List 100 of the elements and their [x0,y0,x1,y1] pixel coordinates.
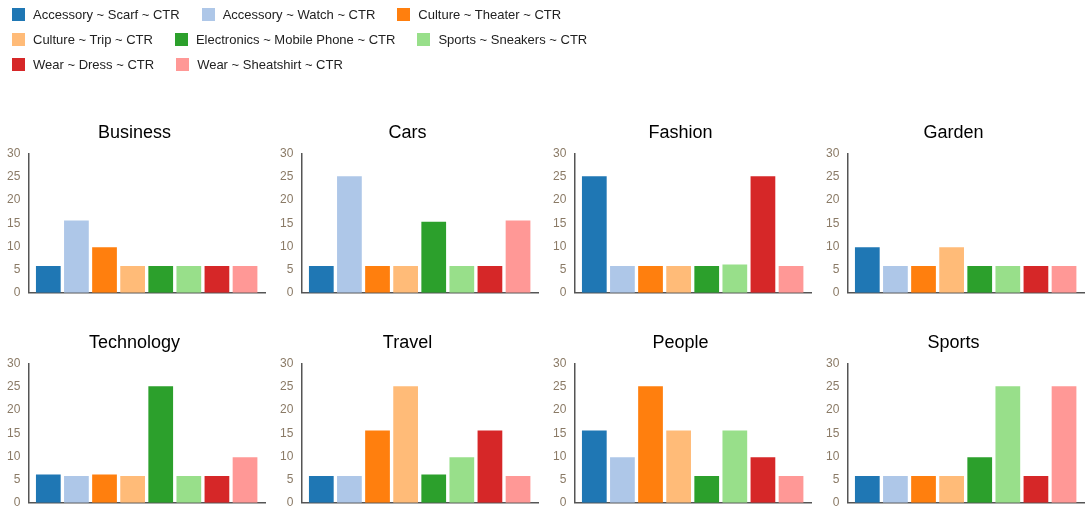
y-tick-label: 10 [552,238,567,253]
bar [393,386,418,503]
y-tick-label: 0 [832,495,840,510]
legend-label: Culture ~ Theater ~ CTR [418,7,562,22]
y-tick-label: 25 [825,169,840,184]
y-tick-label: 0 [286,495,294,510]
bar [505,475,531,503]
bar [308,475,334,503]
bar [148,386,174,503]
bar [694,475,720,503]
bar [750,176,776,293]
bar [911,475,936,503]
bar [610,457,635,503]
legend-label: Wear ~ Sheatshirt ~ CTR [197,57,343,72]
y-tick-label: 30 [6,145,21,160]
y-tick-label: 0 [832,285,840,300]
bar [232,265,258,293]
bar [421,474,447,503]
bar [694,265,720,293]
bar [722,430,748,503]
y-tick-label: 5 [286,471,294,486]
y-tick-label: 0 [559,285,567,300]
y-tick-label: 15 [825,425,840,440]
y-tick-label: 20 [6,192,21,207]
bar [1023,475,1049,503]
bar [120,475,145,503]
y-tick-label: 20 [6,402,21,417]
bar [505,220,531,293]
bar [477,265,503,293]
chart-title: Sports [927,331,980,352]
y-tick-label: 10 [6,448,21,463]
legend-label: Accessory ~ Scarf ~ CTR [33,7,180,22]
y-tick-label: 20 [825,192,840,207]
bar [778,475,804,503]
bar [421,221,447,293]
y-tick-label: 5 [13,261,21,276]
y-tick-label: 10 [6,238,21,253]
bar [35,474,61,503]
y-tick-label: 15 [279,425,294,440]
bar [393,265,418,293]
y-tick-label: 15 [279,215,294,230]
y-tick-label: 5 [13,471,21,486]
bar [581,176,607,293]
bar [120,265,145,293]
y-tick-label: 20 [552,402,567,417]
y-tick-label: 10 [825,238,840,253]
y-tick-label: 20 [825,402,840,417]
bar [666,430,691,503]
bar [477,430,503,503]
bar [365,265,390,293]
chart-title: People [652,331,709,352]
y-tick-label: 5 [286,261,294,276]
y-tick-label: 25 [552,169,567,184]
bar [581,430,607,503]
bar [232,457,258,503]
bar [64,220,89,293]
legend-label: Sports ~ Sneakers ~ CTR [438,32,588,47]
legend-label: Culture ~ Trip ~ CTR [33,32,153,47]
bar [995,386,1021,503]
y-tick-label: 30 [825,145,840,160]
bar [967,457,993,503]
y-tick-label: 25 [552,379,567,394]
y-tick-label: 10 [825,448,840,463]
y-tick-label: 25 [825,379,840,394]
y-tick-label: 25 [6,169,21,184]
y-tick-label: 25 [6,379,21,394]
legend-label: Electronics ~ Mobile Phone ~ CTR [195,32,396,47]
bar [148,265,174,293]
y-tick-label: 20 [279,192,294,207]
y-tick-label: 20 [552,192,567,207]
bar [722,264,748,293]
bar [64,475,89,503]
bar [92,474,117,503]
bar [176,265,202,293]
y-tick-label: 30 [6,355,21,370]
bar [35,265,61,293]
legend-label: Wear ~ Dress ~ CTR [33,57,155,72]
bar [204,475,230,503]
bar [666,265,691,293]
y-tick-label: 10 [552,448,567,463]
y-tick-label: 15 [6,425,21,440]
y-tick-label: 0 [559,495,567,510]
bar [176,475,202,503]
y-tick-label: 10 [279,448,294,463]
y-tick-label: 30 [279,145,294,160]
bar [750,457,776,503]
y-tick-label: 0 [286,285,294,300]
bar [854,475,880,503]
bar [204,265,230,293]
y-tick-label: 5 [832,261,840,276]
bar [638,265,663,293]
bar [449,265,475,293]
y-tick-label: 30 [825,355,840,370]
y-tick-label: 5 [832,471,840,486]
y-tick-label: 15 [552,425,567,440]
chart-title: Business [97,121,172,142]
bar [308,265,334,293]
chart-title: Garden [923,121,984,142]
chart-title: Travel [382,331,433,352]
y-tick-label: 30 [279,355,294,370]
